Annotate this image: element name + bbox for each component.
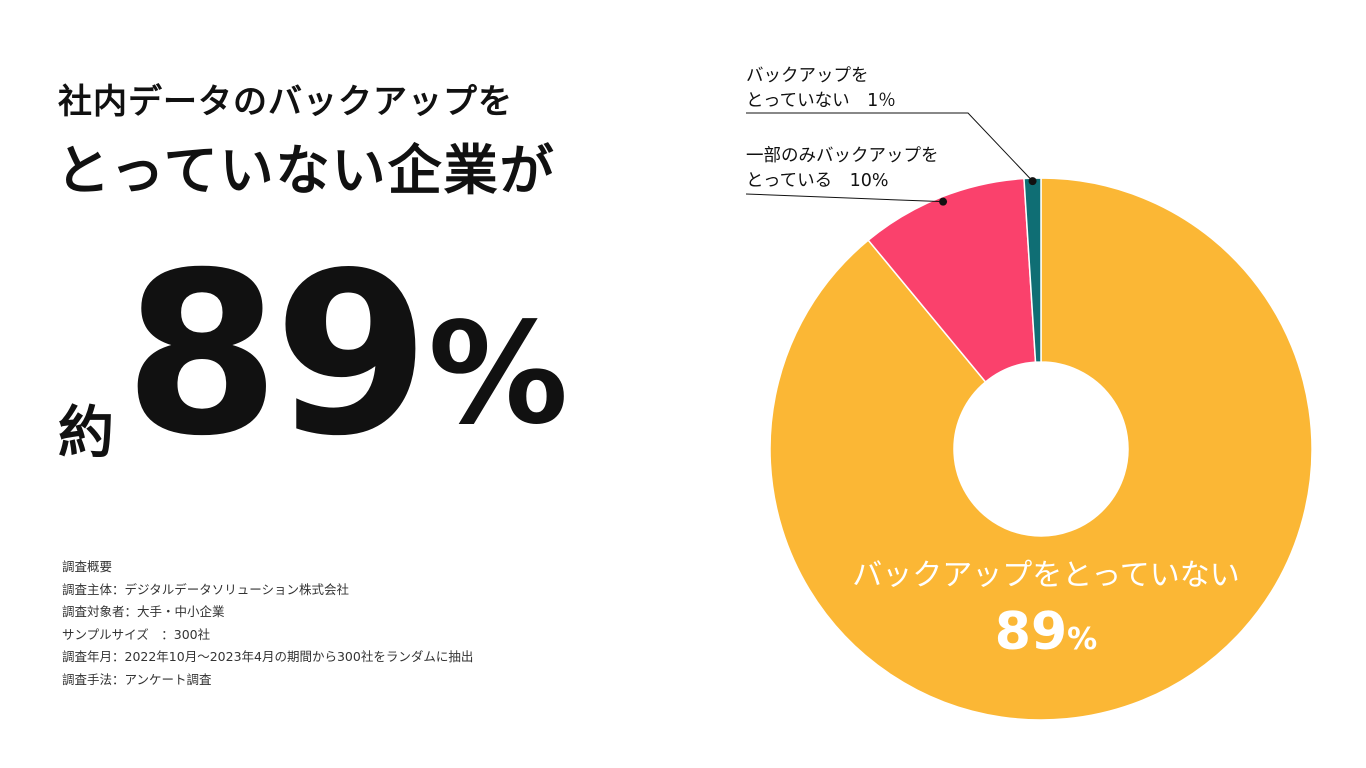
callout-partial-backup: 一部のみバックアップを とっている 10% — [746, 144, 939, 194]
callout-leader-partial-backup — [745, 193, 944, 203]
survey-line: 調査手法：アンケート調査 — [62, 671, 212, 687]
headline-line1: 社内データのバックアップを — [58, 82, 513, 122]
callout-dot-no-backup-small — [1028, 177, 1037, 186]
main-label-value: 89% — [852, 602, 1240, 670]
callout-line: とっている 10% — [746, 171, 889, 191]
stat-prefix: 約 — [58, 401, 114, 466]
survey-line: 調査対象者：大手・中小企業 — [62, 604, 225, 619]
survey-summary: 調査概要 調査主体：デジタルデータソリューション株式会社 調査対象者：大手・中小… — [62, 556, 473, 691]
callout-dot-partial-backup — [939, 197, 948, 206]
slice-no-backup — [769, 177, 1313, 721]
headline-stat: 約 89 % — [58, 240, 618, 470]
stat-number: 89 — [124, 224, 430, 485]
callout-leader-no-backup-small — [746, 112, 1033, 182]
survey-line: 調査年月：2022年10月〜2023年4月の期間から300社をランダムに抽出 — [62, 649, 474, 664]
main-label-number: 89 — [994, 602, 1068, 662]
callout-line: とっていない 1％ — [746, 91, 896, 111]
main-label-text: バックアップをとっていない — [852, 558, 1240, 593]
headline-line2: とっていない企業が — [56, 139, 556, 202]
donut-main-label: バックアップをとっていない 89% — [852, 556, 1240, 670]
main-label-unit: % — [1067, 622, 1098, 657]
callout-no-backup-small: バックアップを とっていない 1％ — [746, 64, 896, 114]
callout-line: バックアップを — [746, 66, 869, 86]
slice-partial-backup — [867, 177, 1037, 384]
callout-line: 一部のみバックアップを — [746, 146, 939, 166]
survey-line: 調査主体：デジタルデータソリューション株式会社 — [62, 581, 350, 597]
survey-title: 調査概要 — [62, 559, 113, 574]
survey-line: サンプルサイズ ：300社 — [62, 626, 211, 642]
stat-unit: % — [428, 293, 569, 456]
